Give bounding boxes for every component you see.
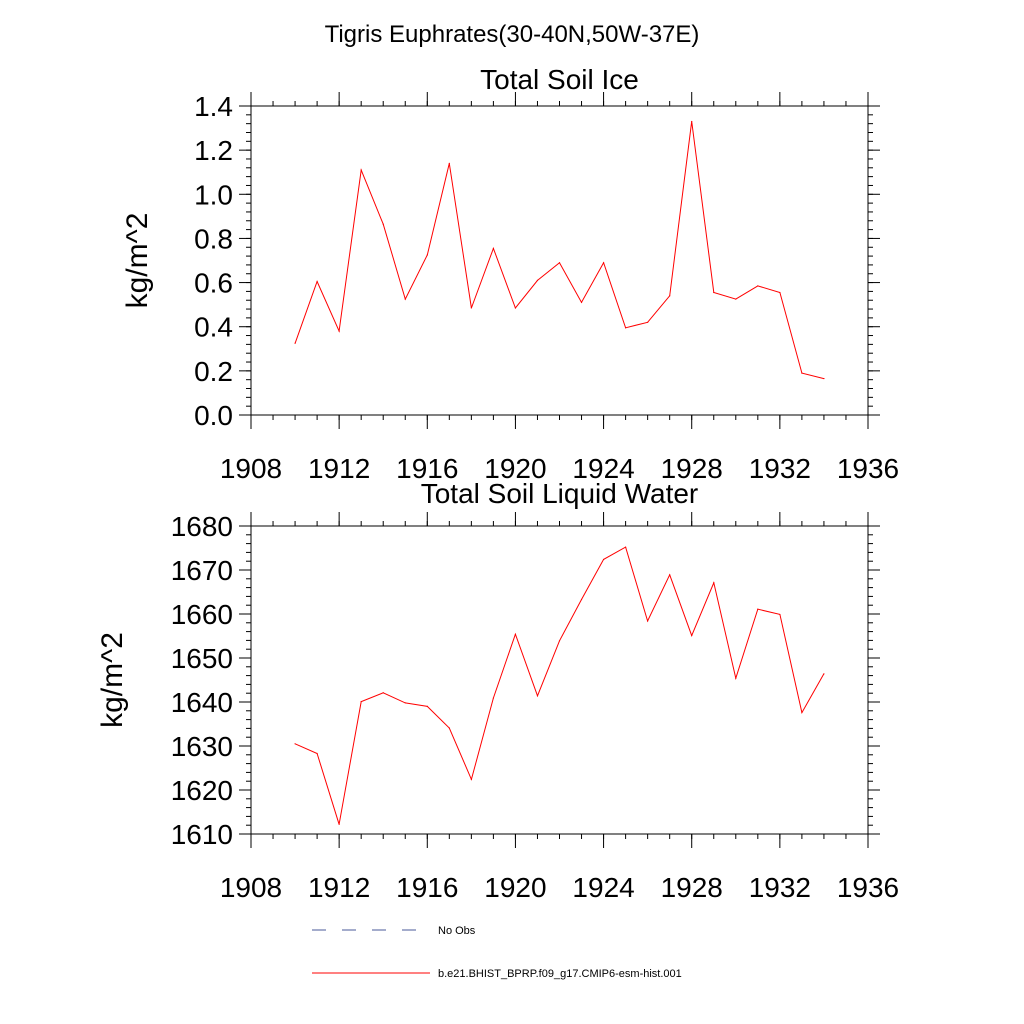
data-point — [669, 574, 671, 576]
data-point — [492, 247, 494, 249]
data-point — [625, 327, 627, 329]
data-point — [757, 285, 759, 287]
data-point — [426, 705, 428, 708]
x-tick-label: 1924 — [572, 872, 634, 903]
y-tick-label: 1610 — [171, 819, 233, 850]
data-point — [602, 558, 605, 561]
x-tick-label: 1932 — [749, 872, 811, 903]
data-point — [801, 372, 803, 374]
x-tick-label: 1920 — [484, 872, 546, 903]
data-point — [536, 695, 539, 697]
y-tick-label: 1.0 — [194, 179, 233, 210]
chart-title: Total Soil Liquid Water — [421, 478, 699, 509]
y-tick-label: 1680 — [171, 511, 233, 542]
x-tick-label: 1936 — [837, 872, 899, 903]
data-point — [823, 673, 825, 675]
y-tick-label: 0.6 — [194, 268, 233, 299]
chart-title: Total Soil Ice — [480, 64, 639, 95]
figure-title: Tigris Euphrates(30-40N,50W-37E) — [325, 21, 700, 48]
x-tick-label: 1928 — [661, 453, 723, 484]
series-line — [294, 546, 825, 825]
data-point — [625, 546, 627, 548]
x-tick-label: 1932 — [749, 453, 811, 484]
data-point — [360, 700, 362, 703]
y-tick-label: 1630 — [171, 731, 233, 762]
data-point — [757, 608, 759, 610]
data-point — [514, 633, 517, 635]
data-point — [580, 301, 583, 304]
data-point — [580, 598, 583, 601]
data-point — [823, 377, 825, 380]
plot-frame — [250, 105, 869, 416]
y-tick-label: 1670 — [171, 555, 233, 586]
y-tick-label: 1620 — [171, 775, 233, 806]
y-tick-label: 1650 — [171, 643, 233, 674]
x-tick-label: 1920 — [484, 453, 546, 484]
data-point — [470, 307, 472, 309]
data-point — [713, 291, 715, 294]
data-point — [316, 280, 318, 283]
data-point — [558, 262, 561, 264]
data-point — [448, 162, 450, 164]
y-tick-label: 1660 — [171, 599, 233, 630]
data-point — [426, 254, 428, 256]
data-point — [514, 307, 517, 309]
data-point — [669, 295, 671, 297]
y-axis-label: kg/m^2 — [121, 213, 154, 309]
x-tick-label: 1912 — [308, 872, 370, 903]
y-tick-label: 0.4 — [194, 312, 233, 343]
data-point — [779, 613, 781, 616]
panel-total-soil-liquid-water: Total Soil Liquid Water kg/m^2 1610 1620 163… — [96, 478, 899, 903]
data-point — [294, 743, 296, 745]
y-tick-label: 1640 — [171, 687, 233, 718]
data-point — [801, 711, 803, 714]
data-point — [492, 697, 494, 699]
data-point — [713, 582, 715, 584]
data-point — [691, 120, 693, 123]
data-point — [647, 321, 649, 323]
data-point — [558, 640, 561, 642]
x-tick-label: 1936 — [837, 453, 899, 484]
y-tick-label: 1.4 — [194, 91, 233, 122]
data-point — [735, 677, 737, 679]
data-point — [360, 169, 362, 171]
data-point — [735, 298, 737, 300]
y-tick-label: 1.2 — [194, 135, 233, 166]
data-point — [536, 279, 539, 281]
data-point — [448, 727, 450, 729]
x-tick-label: 1916 — [396, 872, 458, 903]
data-point — [294, 342, 296, 344]
legend-model-run-label: b.e21.BHIST_BPRP.f09_g17.CMIP6-esm-hist.… — [438, 968, 682, 980]
data-point — [647, 620, 649, 622]
data-point — [316, 752, 318, 755]
data-point — [404, 702, 406, 704]
data-point — [691, 634, 693, 637]
y-tick-label: 0.2 — [194, 356, 233, 387]
data-point — [779, 291, 781, 294]
y-tick-label: 0.8 — [194, 223, 233, 254]
plot-frame — [250, 525, 869, 835]
data-point — [338, 330, 340, 332]
data-point — [404, 298, 406, 300]
data-point — [602, 262, 605, 264]
x-tick-label: 1928 — [661, 872, 723, 903]
x-tick-label: 1916 — [396, 453, 458, 484]
y-axis-label: kg/m^2 — [96, 632, 129, 728]
data-point — [382, 692, 384, 694]
x-tick-label: 1908 — [220, 453, 282, 484]
data-point — [382, 223, 384, 225]
legend: No Obs b.e21.BHIST_BPRP.f09_g17.CMIP6-es… — [312, 925, 682, 980]
legend-no-obs-label: No Obs — [438, 925, 476, 937]
x-tick-label: 1924 — [572, 453, 634, 484]
y-tick-label: 0.0 — [194, 400, 233, 431]
series-line — [294, 121, 825, 380]
panel-total-soil-ice: Total Soil Ice kg/m^2 0.0 0.2 0.4 0.6 0.8 1.0 1.… — [121, 64, 899, 484]
data-point — [470, 778, 472, 781]
x-tick-label: 1908 — [220, 872, 282, 903]
x-tick-label: 1912 — [308, 453, 370, 484]
data-point — [338, 823, 340, 825]
